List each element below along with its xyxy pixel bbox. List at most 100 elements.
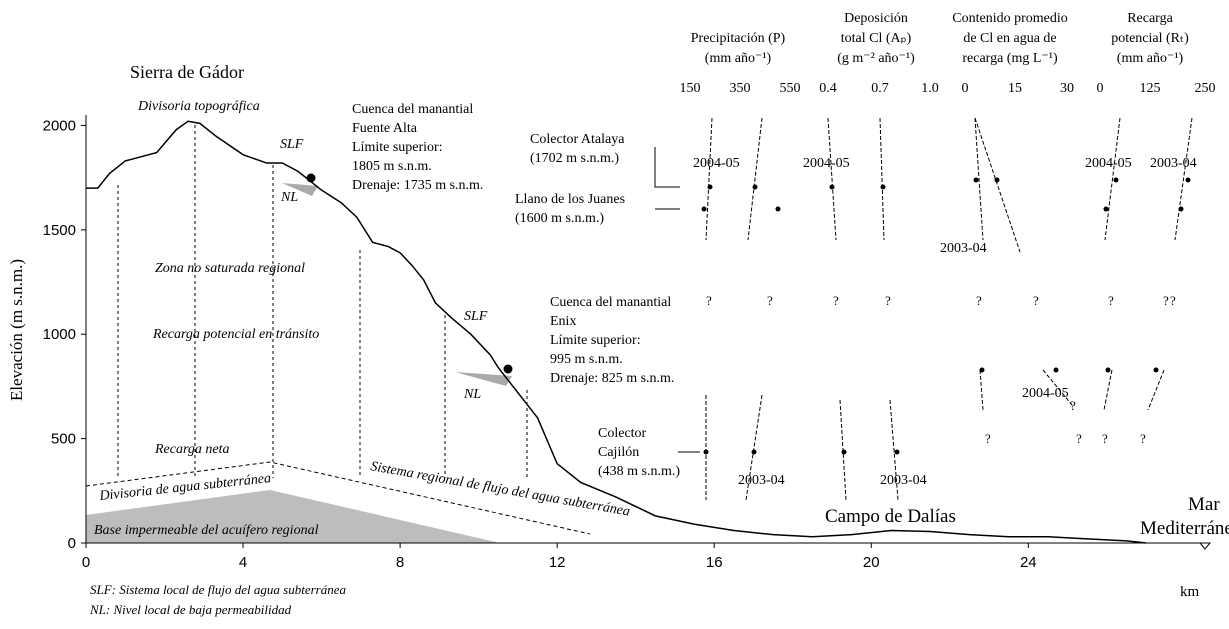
panel-trend xyxy=(1103,369,1113,411)
panel-point xyxy=(1053,367,1059,373)
local-layer xyxy=(455,372,512,386)
panel-title: Precipitación (P) xyxy=(691,31,786,46)
x-tick-label: 24 xyxy=(1020,554,1037,571)
x-tick-label: 8 xyxy=(396,554,404,571)
panel-tick: 0 xyxy=(1097,81,1104,96)
terrain-profile xyxy=(86,120,1147,544)
annotation: Mediterráneo xyxy=(1140,518,1229,539)
panel-trend xyxy=(747,117,763,241)
annotation: 2004-05 xyxy=(693,156,740,171)
annotation: 2004-05 xyxy=(803,156,850,171)
panel-tick: 15 xyxy=(1008,81,1022,96)
annotation: Zona no saturada regional xyxy=(155,261,305,276)
panel-trend xyxy=(1147,369,1165,411)
panel-tick: 125 xyxy=(1140,81,1161,96)
panel-point xyxy=(973,177,979,183)
annotation: Colector xyxy=(598,426,647,441)
annotation: Sierra de Gádor xyxy=(130,62,244,82)
annotation: NL xyxy=(280,190,298,205)
annotation: Campo de Dalías xyxy=(825,506,956,527)
question-mark: ? xyxy=(1140,431,1146,446)
question-mark: ? xyxy=(1102,431,1108,446)
question-mark: ? xyxy=(985,431,991,446)
annotation: NL xyxy=(463,387,481,402)
question-mark: ? xyxy=(1033,293,1039,308)
y-tick-label: 0 xyxy=(68,535,76,552)
x-tick-label: 4 xyxy=(239,554,247,571)
annotation: 2003-04 xyxy=(880,473,927,488)
panel-point xyxy=(701,206,707,212)
annotation: (1702 m s.n.m.) xyxy=(530,151,619,166)
annotation: 995 m s.n.m. xyxy=(550,352,623,367)
panel-point xyxy=(841,449,847,455)
annotation: SLF xyxy=(280,137,304,152)
x-tick-label: 12 xyxy=(549,554,566,571)
annotation: Cajilón xyxy=(598,445,639,460)
annotation: Base impermeable del acuífero regional xyxy=(94,523,319,538)
y-label: Elevación (m s.n.m.) xyxy=(7,259,26,401)
panel-point xyxy=(979,367,985,373)
annotation: Divisoria topográfica xyxy=(137,99,260,114)
spring xyxy=(503,364,513,374)
panel-tick: 1.0 xyxy=(921,81,939,96)
annotation: Llano de los Juanes xyxy=(515,192,625,207)
impermeable-base xyxy=(86,490,500,543)
panel-point xyxy=(707,184,713,190)
panel-trend xyxy=(979,369,984,411)
annotation: Enix xyxy=(550,314,576,329)
question-mark: ? xyxy=(706,293,712,308)
panel-trend xyxy=(974,117,1021,253)
annotation: Recarga potencial en tránsito xyxy=(152,327,319,342)
y-tick-label: 500 xyxy=(51,431,76,448)
panel-title: (mm año⁻¹) xyxy=(1117,51,1184,66)
panel-point xyxy=(1185,177,1191,183)
panel-trend xyxy=(879,117,885,241)
panel-title: (mm año⁻¹) xyxy=(705,51,772,66)
question-mark: ? xyxy=(1076,431,1082,446)
y-tick-label: 1500 xyxy=(43,222,76,239)
arrows xyxy=(654,147,700,453)
panel-trend xyxy=(827,117,837,241)
annotation: Drenaje: 1735 m s.n.m. xyxy=(352,178,483,193)
y-tick-label: 2000 xyxy=(43,117,76,134)
panel-trend xyxy=(974,117,984,241)
panel-tick: 0.7 xyxy=(871,81,889,96)
panel-tick: 250 xyxy=(1195,81,1216,96)
panel-point xyxy=(1178,206,1184,212)
question-mark: ? xyxy=(767,293,773,308)
annotation: 2003-04 xyxy=(1150,156,1197,171)
question-mark: ? xyxy=(833,293,839,308)
panel-title: Deposición xyxy=(844,11,908,26)
question-mark: ? xyxy=(1108,293,1114,308)
x-tick-label: 20 xyxy=(863,554,880,571)
annotation: (1600 m s.n.m.) xyxy=(515,211,604,226)
question-mark: ? xyxy=(1170,293,1176,308)
annotation: Límite superior: xyxy=(352,140,443,155)
panel-point xyxy=(994,177,1000,183)
question-mark: ? xyxy=(1163,293,1169,308)
y-tick-label: 1000 xyxy=(43,326,76,343)
panel-title: potencial (Rₜ) xyxy=(1111,31,1189,46)
panel-point xyxy=(775,206,781,212)
question-mark: ? xyxy=(976,293,982,308)
annotation: Drenaje: 825 m s.n.m. xyxy=(550,371,674,386)
annotation: 2003-04 xyxy=(738,473,785,488)
panel-title: de Cl en agua de xyxy=(963,31,1056,46)
panel-trend xyxy=(889,399,899,501)
annotation: NL: Nivel local de baja permeabilidad xyxy=(89,602,292,617)
panel-trend xyxy=(1174,117,1193,241)
annotation: 2004-05 xyxy=(1085,156,1132,171)
panel-trend xyxy=(705,117,713,241)
annotation: Límite superior: xyxy=(550,333,641,348)
annotation: Colector Atalaya xyxy=(530,132,625,147)
panel-point xyxy=(829,184,835,190)
panel-point xyxy=(1105,367,1111,373)
x-tick-label: 0 xyxy=(82,554,90,571)
panel-trend xyxy=(1104,117,1121,241)
panel-tick: 30 xyxy=(1060,81,1074,96)
question-mark: ? xyxy=(885,293,891,308)
annotation: Fuente Alta xyxy=(352,121,418,136)
x-tick-label: 16 xyxy=(706,554,723,571)
annotation: 2003-04 xyxy=(940,241,987,256)
x-unit: km xyxy=(1180,584,1200,600)
